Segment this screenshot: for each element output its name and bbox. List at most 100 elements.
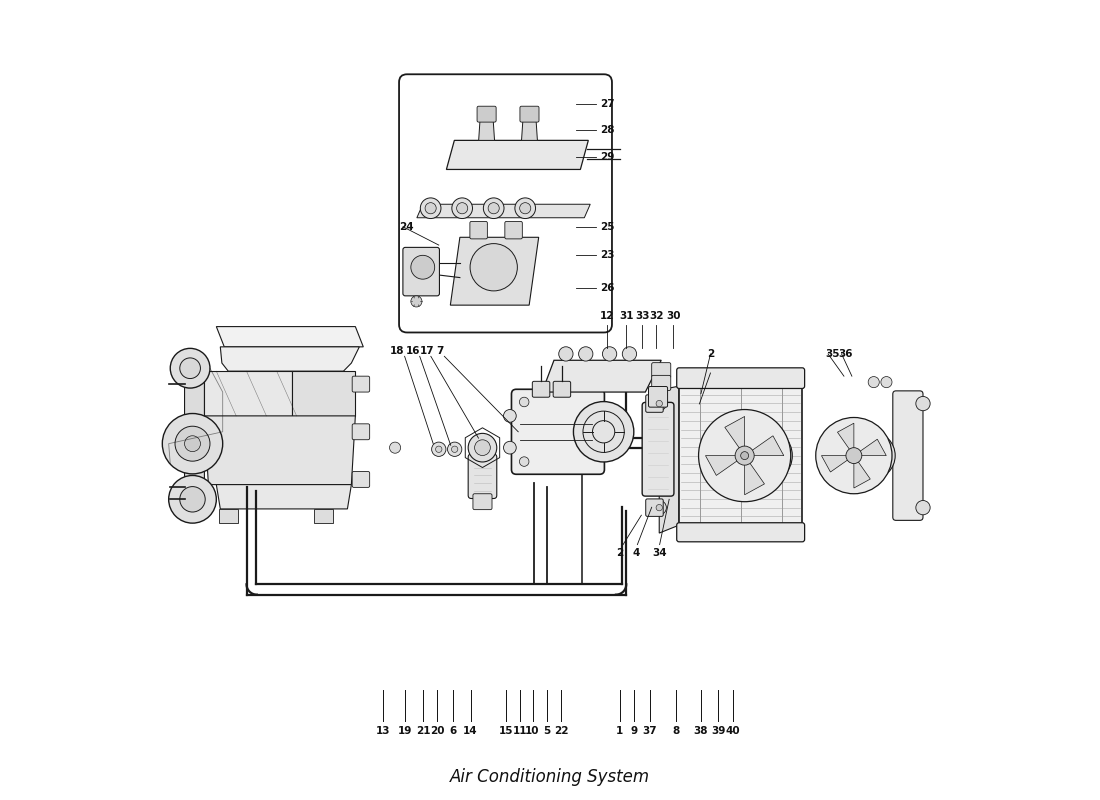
Circle shape [868,377,879,388]
Circle shape [456,202,468,214]
Text: 10: 10 [526,726,540,736]
Bar [679,386,802,525]
Circle shape [656,505,662,511]
Circle shape [916,501,931,514]
Bar [219,509,238,523]
FancyBboxPatch shape [520,106,539,122]
Circle shape [452,198,473,218]
Polygon shape [220,347,360,371]
FancyBboxPatch shape [352,376,370,392]
Circle shape [469,434,497,462]
FancyBboxPatch shape [477,106,496,122]
Polygon shape [217,326,363,347]
Polygon shape [837,423,854,450]
FancyBboxPatch shape [532,382,550,398]
Circle shape [652,397,667,410]
Text: 33: 33 [635,310,649,321]
Text: 24: 24 [399,222,414,232]
Text: 40: 40 [725,726,740,736]
Text: 31: 31 [619,310,634,321]
Circle shape [420,198,441,218]
FancyBboxPatch shape [403,247,439,296]
Text: 21: 21 [416,726,430,736]
Circle shape [451,446,458,453]
Text: 32: 32 [649,310,663,321]
Circle shape [168,475,217,523]
Polygon shape [521,117,538,140]
FancyBboxPatch shape [470,222,487,239]
Circle shape [559,346,573,361]
Circle shape [170,348,210,388]
Circle shape [816,418,892,494]
Polygon shape [478,117,495,140]
Polygon shape [822,456,848,472]
Circle shape [737,428,792,483]
Text: 3: 3 [707,368,715,378]
Text: 39: 39 [712,726,726,736]
Polygon shape [417,204,591,218]
Circle shape [916,397,931,410]
Text: 2: 2 [616,547,624,558]
Text: 7: 7 [437,346,444,356]
FancyBboxPatch shape [505,222,522,239]
Circle shape [519,202,531,214]
FancyBboxPatch shape [553,382,571,398]
Polygon shape [205,371,292,416]
Circle shape [163,414,222,474]
Polygon shape [725,417,745,450]
Circle shape [579,346,593,361]
FancyBboxPatch shape [469,454,497,498]
Text: 25: 25 [601,222,615,232]
FancyBboxPatch shape [651,362,671,378]
Circle shape [179,358,200,378]
Circle shape [652,501,667,514]
Text: 29: 29 [601,152,615,162]
Text: 6: 6 [450,726,456,736]
Text: 38: 38 [694,726,708,736]
Text: 19: 19 [398,726,412,736]
Polygon shape [205,416,355,485]
Polygon shape [751,436,784,456]
Circle shape [410,255,435,279]
Polygon shape [859,439,887,456]
Circle shape [488,202,499,214]
Circle shape [603,346,617,361]
FancyBboxPatch shape [646,395,663,412]
Text: 5: 5 [543,726,550,736]
Circle shape [431,442,446,457]
Polygon shape [292,371,355,416]
Polygon shape [450,238,539,305]
Text: 27: 27 [601,99,615,110]
Circle shape [179,486,206,512]
Circle shape [656,400,662,406]
Circle shape [698,410,791,502]
Text: 35: 35 [825,349,839,359]
Text: 15: 15 [499,726,514,736]
Circle shape [504,442,516,454]
Text: 8: 8 [672,726,679,736]
Circle shape [483,198,504,218]
Circle shape [474,440,491,455]
FancyBboxPatch shape [676,368,804,389]
Text: 12: 12 [600,310,615,321]
Text: 9: 9 [630,726,638,736]
Polygon shape [705,456,738,475]
Bar [315,509,333,523]
Polygon shape [659,386,679,533]
Text: 14: 14 [463,726,477,736]
Text: Air Conditioning System: Air Conditioning System [450,768,650,786]
FancyBboxPatch shape [651,375,671,390]
Circle shape [519,457,529,466]
FancyBboxPatch shape [646,499,663,516]
Circle shape [185,436,200,452]
Polygon shape [745,462,764,494]
Text: 23: 23 [601,250,615,261]
Text: 36: 36 [838,349,853,359]
Text: 20: 20 [430,726,444,736]
Polygon shape [447,140,588,170]
Circle shape [436,446,442,453]
Circle shape [847,432,895,479]
Text: 11: 11 [513,726,527,736]
FancyBboxPatch shape [676,522,804,542]
Text: 4: 4 [632,547,639,558]
